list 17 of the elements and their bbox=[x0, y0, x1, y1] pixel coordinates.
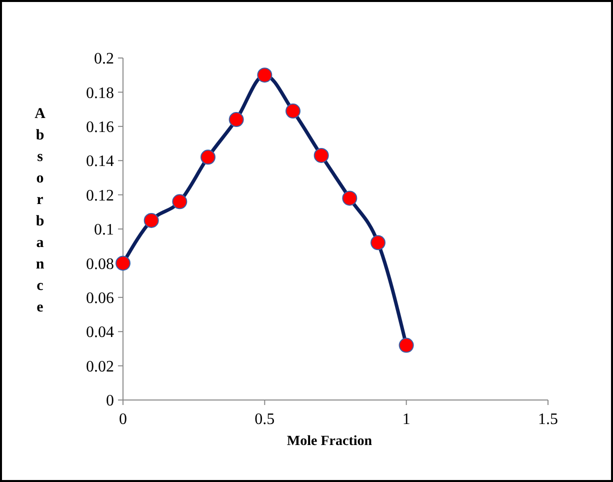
y-tick-label: 0.16 bbox=[86, 119, 114, 136]
y-tick-label: 0.2 bbox=[94, 50, 114, 68]
y-tick-label: 0.18 bbox=[86, 84, 114, 102]
x-tick-label: 1.5 bbox=[538, 411, 558, 428]
y-tick-label: 0.02 bbox=[86, 358, 114, 376]
y-tick-label: 0.1 bbox=[94, 222, 114, 239]
y-tick-label: 0.12 bbox=[86, 187, 114, 204]
x-tick-label: 1 bbox=[402, 411, 410, 428]
x-axis-title: Mole Fraction bbox=[286, 434, 372, 449]
y-tick-label: 0.08 bbox=[86, 256, 114, 273]
y-tick-label: 0.14 bbox=[86, 153, 114, 170]
y-tick-label: 0.04 bbox=[86, 324, 114, 342]
x-tick-label: 0.5 bbox=[254, 411, 275, 428]
y-tick-label: 0 bbox=[106, 392, 114, 410]
x-tick-label: 0 bbox=[119, 411, 127, 428]
text: Absorbance bbox=[34, 106, 46, 316]
y-tick-label: 0.06 bbox=[86, 290, 114, 307]
